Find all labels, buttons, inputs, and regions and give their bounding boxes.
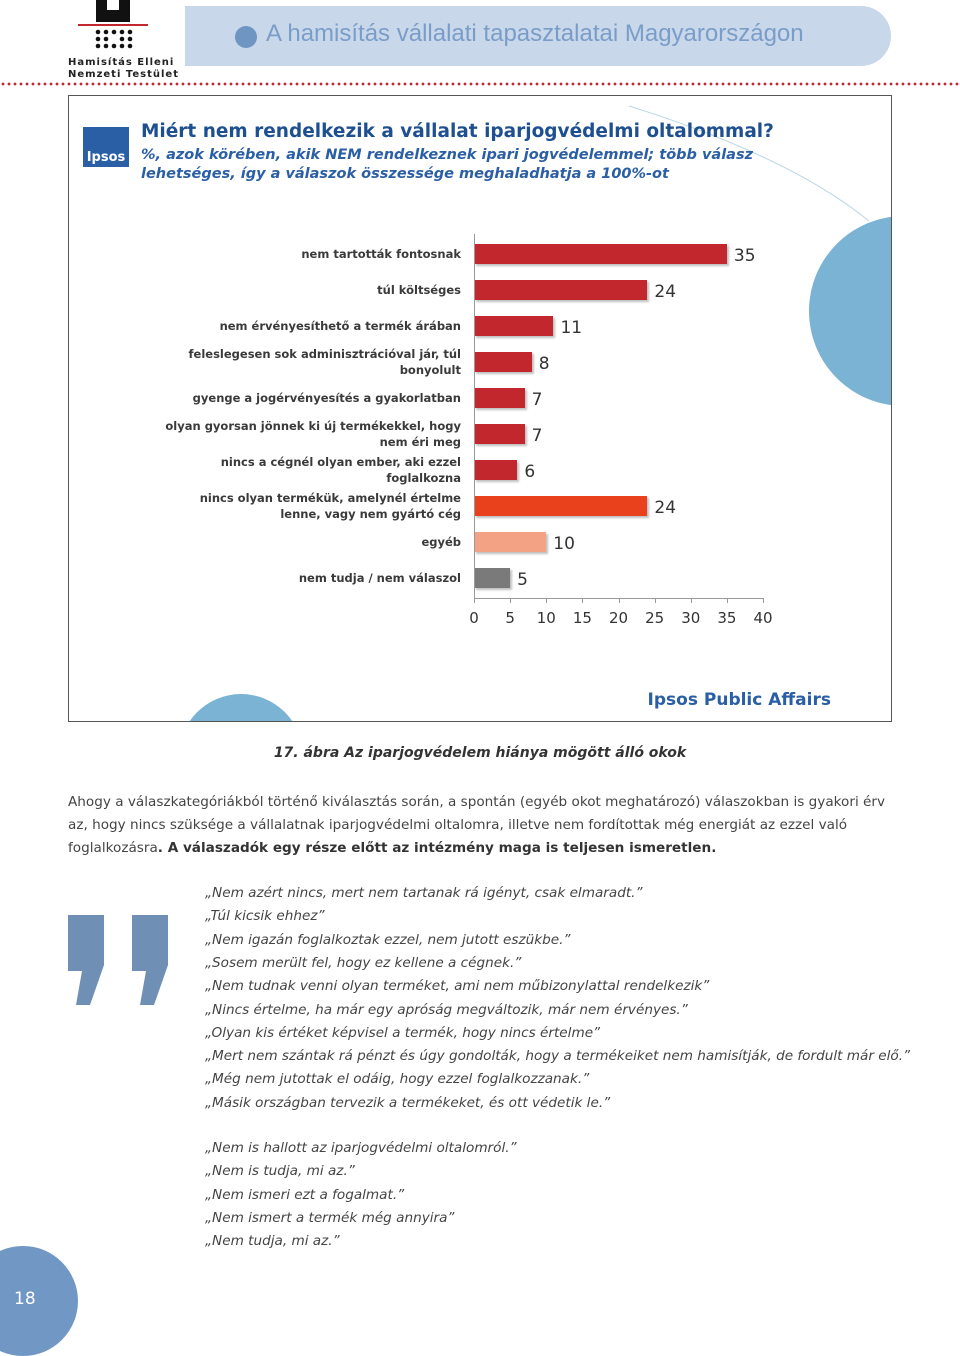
quote: „Másik országban tervezik a termékeket, … xyxy=(205,1094,611,1111)
paragraph-text: Ahogy a válaszkategóriákból történő kivá… xyxy=(68,794,886,856)
category-label: nem érvényesíthető a termék árában xyxy=(219,319,461,333)
chart-subtitle: %, azok körében, akik NEM rendelkeznek i… xyxy=(141,147,754,182)
ipsos-logo: Ipsos xyxy=(83,127,129,167)
category-label: feleslegesen sok adminisztrációval jár, … xyxy=(188,347,461,377)
x-tick-label: 40 xyxy=(753,609,773,627)
x-tick-label: 5 xyxy=(505,609,515,627)
value-label: 11 xyxy=(560,318,583,338)
value-label: 5 xyxy=(517,570,528,590)
quote: „Nem azért nincs, mert nem tartanak rá i… xyxy=(205,885,643,901)
x-tick-label: 25 xyxy=(645,609,665,627)
category-label: nincs a cégnél olyan ember, aki ezzel fo… xyxy=(220,455,461,485)
category-label: nem tartották fontosnak xyxy=(301,247,461,261)
page-number-circle xyxy=(0,1246,78,1356)
x-tick-label: 20 xyxy=(608,609,629,627)
tick-mark xyxy=(546,598,548,603)
chart-source: Ipsos Public Affairs xyxy=(647,690,831,710)
dotted-rule xyxy=(0,82,960,86)
quote: „Olyan kis értéket képvisel a termék, ho… xyxy=(205,1024,601,1041)
quote: „Nem is tudja, mi az.” xyxy=(205,1163,355,1180)
category-label: nem tudja / nem válaszol xyxy=(298,571,461,585)
value-label: 10 xyxy=(553,534,575,554)
value-label: 24 xyxy=(654,498,677,518)
x-tick-label: 15 xyxy=(572,609,592,627)
page-number: 18 xyxy=(14,1289,36,1309)
tick-mark xyxy=(690,598,692,603)
value-label: 35 xyxy=(733,246,756,266)
category-label: túl költséges xyxy=(377,283,461,297)
x-tick-label: 30 xyxy=(681,609,701,627)
bar xyxy=(474,280,648,300)
quote: „Még nem jutottak el odáig, hogy ezzel f… xyxy=(205,1071,590,1088)
category-label: olyan gyorsan jönnek ki új termékekkel, … xyxy=(165,419,461,449)
value-label: 8 xyxy=(538,354,550,374)
bar xyxy=(474,496,648,516)
paragraph-bold: . A válaszadók egy része előtt az intézm… xyxy=(157,840,717,856)
tick-mark xyxy=(763,598,764,603)
quote: „Nem ismert a termék még annyira” xyxy=(205,1209,455,1226)
x-tick-label: 35 xyxy=(717,609,737,627)
tick-mark xyxy=(474,598,475,603)
quote: „Nem ismeri ezt a fogalmat.” xyxy=(205,1186,405,1203)
tick-mark xyxy=(618,598,620,603)
quote: „Túl kicsik ehhez” xyxy=(205,908,325,925)
value-label: 7 xyxy=(531,390,543,410)
bar xyxy=(474,388,525,408)
category-label: gyenge a jogérvényesítés a gyakorlatban xyxy=(192,391,461,405)
bar xyxy=(474,424,525,444)
bar xyxy=(474,316,554,336)
header-title: A hamisítás vállalati tapasztalatai Magy… xyxy=(266,20,804,47)
paragraph: Ahogy a válaszkategóriákból történő kivá… xyxy=(68,791,894,860)
bar xyxy=(474,244,727,264)
bar xyxy=(474,568,511,588)
tick-mark xyxy=(726,598,728,603)
quote: „Nem tudnak venni olyan terméket, ami ne… xyxy=(205,978,710,995)
chart-title: Miért nem rendelkezik a vállalat iparjog… xyxy=(141,121,774,142)
tick-mark xyxy=(582,598,584,603)
x-tick-label: 10 xyxy=(536,609,556,627)
value-label: 24 xyxy=(654,282,677,302)
logo-text: Hamisítás Elleni xyxy=(68,57,175,68)
chart: Ipsos Miért nem rendelkezik a vállalat i… xyxy=(68,95,892,722)
tick-mark xyxy=(654,598,656,603)
bar xyxy=(474,460,518,480)
quote: „Nem igazán foglalkoztak ezzel, nem juto… xyxy=(205,931,571,948)
bar xyxy=(474,352,532,372)
quote: „Nincs értelme, ha már egy apróság megvá… xyxy=(205,1001,688,1018)
quote: „Nem is hallott az iparjogvédelmi oltalo… xyxy=(205,1140,517,1156)
category-label: egyéb xyxy=(421,535,461,549)
chart-decoration xyxy=(189,105,891,721)
bar xyxy=(474,532,547,552)
quote: „Mert nem szántak rá pénzt és úgy gondol… xyxy=(205,1048,911,1065)
value-label: 6 xyxy=(524,462,536,482)
figure-caption: 17. ábra Az iparjogvédelem hiánya mögött… xyxy=(273,745,687,761)
quote-mark xyxy=(68,915,168,1005)
header-bar xyxy=(185,6,891,66)
x-tick-label: 0 xyxy=(469,609,479,627)
category-label: nincs olyan termékük, amelynél értelme l… xyxy=(199,491,461,521)
logo-text: Nemzeti Testület xyxy=(68,69,179,80)
axis-line xyxy=(474,234,475,598)
header-bullet xyxy=(235,26,257,48)
quote: „Sosem merült fel, hogy ez kellene a cég… xyxy=(205,954,522,971)
value-label: 7 xyxy=(531,426,543,446)
quote: „Nem tudja, mi az.” xyxy=(205,1233,340,1250)
logo-mark xyxy=(78,0,148,49)
tick-mark xyxy=(510,598,512,603)
